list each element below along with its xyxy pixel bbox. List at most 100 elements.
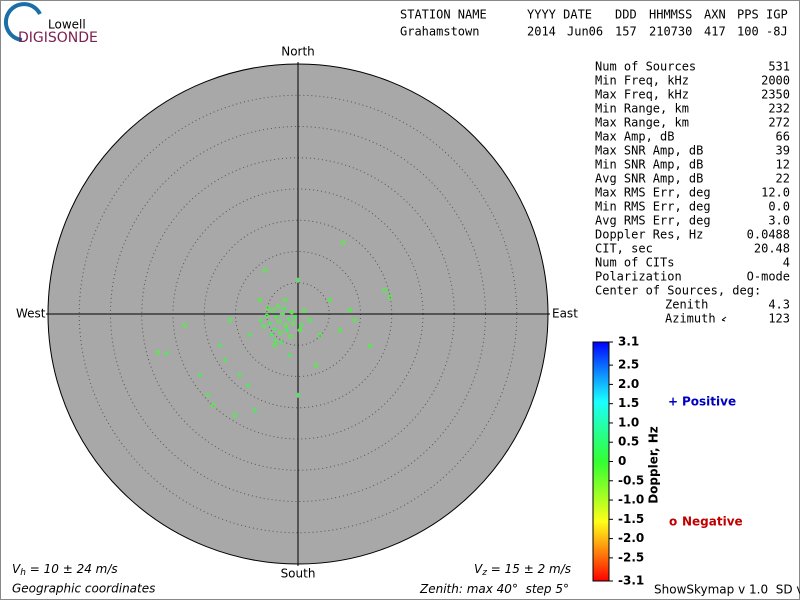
source-negative — [261, 324, 266, 329]
coords-note: Geographic coordinates — [12, 582, 155, 596]
stat-value: 22 — [776, 172, 790, 186]
header-value: 157 — [615, 25, 637, 39]
source-positive — [197, 372, 203, 378]
colorbar — [592, 341, 610, 582]
colorbar-tick-label: -1.0 — [618, 493, 644, 507]
compass-south: South — [281, 567, 316, 581]
source-negative — [352, 317, 358, 323]
zenith-part: ° — [563, 582, 569, 596]
source-positive — [295, 277, 301, 283]
header-value: 2014 — [527, 25, 556, 39]
stat-value: 39 — [776, 144, 790, 158]
source-negative — [275, 304, 281, 309]
header-value: 100 — [737, 25, 759, 39]
source-negative — [289, 309, 295, 315]
colorbar-tick-label: -3.1 — [618, 574, 644, 588]
source-negative — [257, 297, 263, 303]
source-positive — [284, 327, 290, 333]
colorbar-tick-label: 1.0 — [618, 415, 639, 429]
velocity-text: = 15 ± 2 m/s — [487, 562, 571, 576]
source-positive — [286, 316, 292, 322]
colorbar-tick-label: 3.1 — [618, 335, 639, 349]
velocity-text: = 10 ± 24 m/s — [26, 562, 118, 576]
colorbar-tick-label: 2.5 — [618, 358, 639, 372]
source-positive — [295, 392, 301, 398]
stat-label: Max Range, km — [595, 116, 689, 130]
stat-label: Num of Sources — [595, 60, 696, 74]
source-negative — [276, 319, 282, 324]
source-positive — [247, 332, 253, 338]
zenith-note: Zenith: max 40° step 5° — [419, 582, 569, 596]
colorbar-tick-label: -1.5 — [618, 512, 644, 526]
stat-label: Doppler Res, Hz — [595, 228, 703, 242]
center-zenith-value: 4.3 — [768, 298, 790, 312]
legend-positive-symbol: + — [668, 395, 678, 409]
source-positive — [279, 311, 285, 317]
header-value: -8J — [766, 25, 788, 39]
version: ShowSkymap v 1.0 SD v 5.1 — [654, 583, 800, 597]
source-negative — [317, 332, 323, 338]
source-positive — [252, 407, 258, 413]
zenith-part: Zenith: max — [419, 582, 497, 596]
source-positive — [281, 305, 287, 311]
source-negative — [210, 402, 216, 408]
stat-label: CIT, sec — [595, 242, 653, 256]
stat-value: 2000 — [761, 74, 790, 88]
source-negative — [282, 297, 288, 303]
stat-label: Min RMS Err, deg — [595, 200, 711, 214]
stat-label: Max Freq, kHz — [595, 88, 689, 102]
legend-negative: Negative — [682, 515, 743, 529]
stat-label: Min Freq, kHz — [595, 74, 689, 88]
source-negative — [340, 240, 346, 246]
source-positive — [287, 352, 293, 358]
center-azimuth-value: 123 — [768, 312, 790, 326]
stat-value: 531 — [768, 60, 790, 74]
colorbar-tick-label: -2.5 — [618, 550, 644, 564]
colorbar-tick-label: 0.5 — [618, 435, 639, 449]
stat-label: Polarization — [595, 270, 682, 284]
stat-value: 3.0 — [768, 214, 790, 228]
layer: STATION NAME YYYY DATE DDD HHMMSS AXN PPS IGP G… — [12, 8, 800, 597]
stat-value: 12 — [776, 158, 790, 172]
source-positive — [269, 332, 275, 338]
compass-north: North — [281, 45, 315, 59]
stat-value: 4 — [783, 256, 790, 270]
source-negative — [347, 307, 353, 313]
source-negative — [270, 308, 276, 314]
header-value: 417 — [704, 25, 726, 39]
azimuth-arrow — [721, 316, 727, 322]
source-negative — [227, 317, 233, 323]
velocity-symbol: V — [12, 562, 21, 576]
source-negative — [262, 267, 268, 273]
stat-value: 66 — [776, 130, 790, 144]
header-label: HHMMSS — [649, 8, 692, 22]
source-negative — [382, 287, 388, 293]
colorbar-tick-label: -0.5 — [618, 473, 644, 487]
compass-west: West — [16, 307, 46, 321]
stat-value: 272 — [768, 116, 790, 130]
source-positive — [217, 342, 223, 348]
stat-value: 12.0 — [761, 186, 790, 200]
colorbar-tick-label: -2.0 — [618, 531, 644, 545]
source-negative — [298, 322, 304, 328]
colorbar-tick-label: 2.0 — [618, 377, 639, 391]
stat-label: Avg SNR Amp, dB — [595, 172, 703, 186]
source-negative — [288, 334, 293, 339]
source-positive — [164, 350, 170, 356]
stat-value: 0.0 — [768, 200, 790, 214]
source-negative — [232, 412, 238, 418]
source-positive — [205, 392, 211, 398]
zenith-part: step — [518, 582, 555, 596]
source-negative — [313, 362, 319, 368]
source-positive — [267, 320, 273, 326]
source-positive — [273, 337, 278, 343]
logo-top: Lowell — [48, 18, 86, 32]
source-negative — [265, 306, 271, 311]
stat-value: 20.48 — [754, 242, 790, 256]
source-positive — [258, 317, 263, 323]
header-label: STATION NAME — [400, 8, 487, 22]
source-positive — [222, 357, 228, 363]
velocity-z: Vz = 15 ± 2 m/s — [474, 562, 571, 578]
source-negative — [367, 343, 373, 349]
stat-label: Avg RMS Err, deg — [595, 214, 711, 228]
